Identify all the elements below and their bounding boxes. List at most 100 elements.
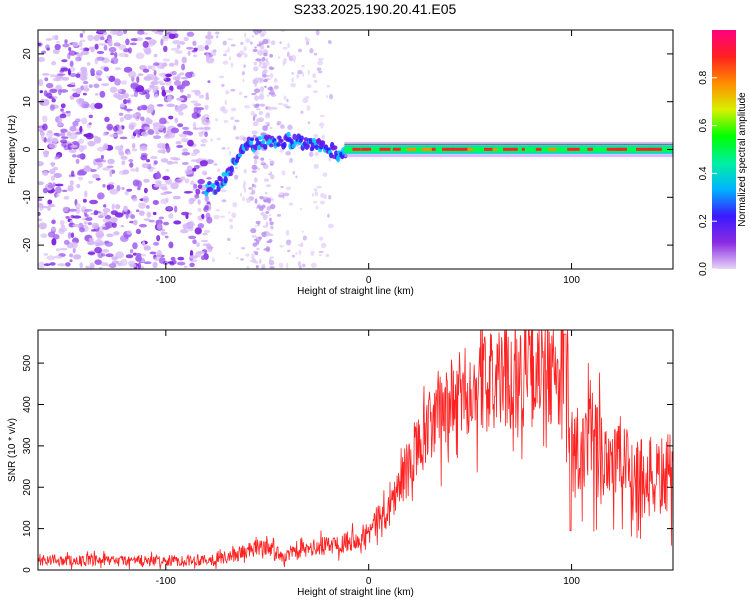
noise-speck bbox=[50, 175, 56, 181]
noise-speck bbox=[268, 213, 271, 217]
noise-speck bbox=[316, 185, 323, 189]
noise-speck bbox=[193, 165, 200, 170]
noise-speck bbox=[140, 116, 145, 121]
noise-speck bbox=[227, 38, 233, 41]
noise-speck bbox=[212, 49, 217, 53]
noise-speck bbox=[262, 125, 268, 132]
noise-speck bbox=[259, 103, 266, 107]
noise-speck bbox=[59, 113, 67, 119]
noise-speck bbox=[136, 37, 144, 42]
noise-speck bbox=[254, 81, 258, 88]
noise-speck bbox=[245, 253, 250, 257]
noise-speck bbox=[228, 150, 232, 156]
noise-speck bbox=[244, 104, 250, 109]
noise-speck bbox=[240, 257, 244, 261]
noise-speck bbox=[233, 125, 237, 131]
y-tick-label: 100 bbox=[22, 520, 33, 537]
noise-speck bbox=[313, 188, 318, 192]
noise-speck bbox=[328, 194, 332, 200]
noise-speck bbox=[102, 207, 111, 213]
noise-speck bbox=[168, 213, 174, 219]
noise-speck bbox=[54, 35, 59, 41]
noise-speck bbox=[69, 72, 77, 78]
noise-speck bbox=[67, 232, 72, 239]
noise-speck bbox=[145, 37, 152, 40]
noise-speck bbox=[189, 255, 198, 259]
noise-speck bbox=[48, 142, 57, 149]
noise-speck bbox=[265, 184, 272, 187]
noise-speck bbox=[285, 105, 291, 109]
noise-speck bbox=[117, 89, 122, 93]
noise-speck bbox=[288, 202, 294, 206]
noise-speck bbox=[170, 256, 176, 261]
noise-speck bbox=[145, 92, 150, 100]
noise-speck bbox=[89, 262, 95, 269]
ridge-mark bbox=[286, 131, 291, 138]
noise-speck bbox=[156, 253, 162, 258]
noise-speck bbox=[132, 242, 138, 250]
noise-speck bbox=[115, 129, 124, 135]
noise-speck bbox=[242, 78, 245, 83]
noise-speck bbox=[105, 253, 114, 258]
tone-peak bbox=[548, 147, 557, 151]
noise-speck bbox=[198, 94, 205, 99]
y-tick-label: 10 bbox=[22, 96, 33, 108]
noise-speck bbox=[325, 253, 330, 258]
noise-speck bbox=[128, 124, 135, 130]
noise-speck bbox=[75, 203, 81, 210]
noise-speck bbox=[181, 137, 189, 143]
noise-speck bbox=[100, 154, 104, 160]
noise-speck bbox=[99, 90, 106, 98]
noise-speck bbox=[298, 243, 303, 247]
noise-speck bbox=[49, 262, 56, 266]
noise-speck bbox=[243, 64, 246, 68]
noise-speck bbox=[69, 66, 76, 72]
noise-speck bbox=[97, 146, 106, 152]
noise-speck bbox=[94, 246, 103, 254]
noise-speck bbox=[217, 168, 221, 173]
noise-speck bbox=[115, 30, 124, 37]
noise-speck bbox=[320, 242, 327, 249]
noise-speck bbox=[122, 169, 130, 175]
noise-speck bbox=[265, 121, 271, 125]
ridge-mark bbox=[249, 137, 255, 141]
noise-speck bbox=[150, 76, 160, 81]
noise-speck bbox=[136, 76, 140, 83]
y-tick-label: 400 bbox=[22, 396, 33, 413]
noise-speck bbox=[130, 168, 137, 172]
noise-speck bbox=[153, 53, 158, 58]
noise-speck bbox=[258, 94, 265, 100]
noise-speck bbox=[266, 112, 270, 117]
noise-speck bbox=[75, 158, 80, 164]
noise-speck bbox=[94, 158, 104, 163]
noise-speck bbox=[262, 38, 269, 45]
noise-speck bbox=[138, 202, 147, 209]
noise-speck bbox=[69, 180, 74, 186]
noise-speck bbox=[205, 212, 211, 220]
noise-speck bbox=[201, 118, 211, 126]
noise-speck bbox=[63, 195, 70, 200]
noise-speck bbox=[257, 77, 264, 81]
noise-speck bbox=[160, 231, 168, 235]
noise-speck bbox=[265, 210, 270, 214]
noise-speck bbox=[286, 51, 290, 58]
noise-speck bbox=[118, 44, 127, 50]
noise-speck bbox=[227, 237, 231, 242]
noise-speck bbox=[307, 69, 310, 75]
noise-speck bbox=[127, 47, 132, 54]
noise-speck bbox=[256, 247, 260, 251]
noise-speck bbox=[47, 205, 51, 212]
noise-speck bbox=[121, 92, 130, 99]
noise-speck bbox=[99, 36, 105, 41]
noise-speck bbox=[216, 35, 219, 39]
noise-speck bbox=[195, 188, 201, 195]
noise-speck bbox=[80, 50, 90, 55]
noise-speck bbox=[89, 199, 99, 205]
noise-speck bbox=[181, 161, 189, 166]
noise-speck bbox=[251, 164, 258, 170]
noise-speck bbox=[206, 53, 210, 61]
noise-speck bbox=[42, 187, 48, 194]
noise-speck bbox=[98, 43, 107, 46]
noise-speck bbox=[143, 126, 151, 130]
noise-speck bbox=[262, 73, 268, 78]
